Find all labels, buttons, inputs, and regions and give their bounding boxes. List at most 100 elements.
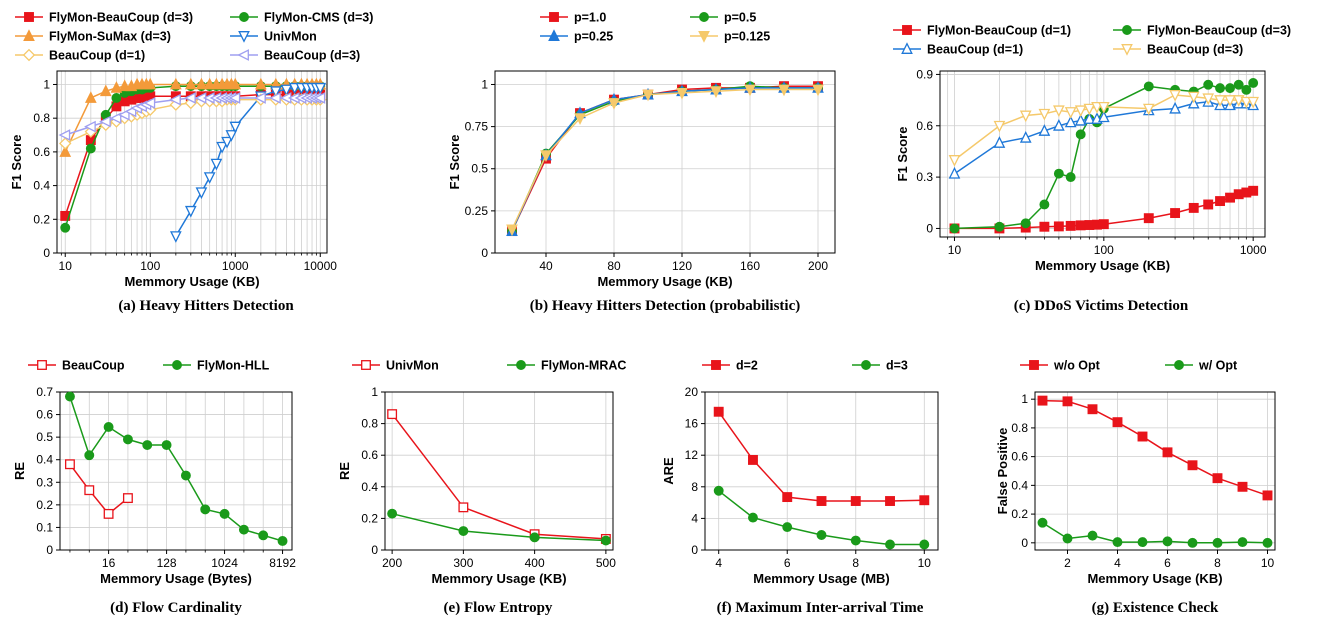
data-point <box>710 86 722 98</box>
data-point <box>1169 90 1181 102</box>
data-point <box>948 155 961 167</box>
legend-label: FlyMon-CMS (d=3) <box>264 11 373 25</box>
data-point <box>1215 83 1225 94</box>
x-tick-label: 100 <box>140 259 160 273</box>
data-point <box>1037 395 1048 406</box>
legend: p=1.0 p=0.5 p=0.25 p=0.125 <box>540 11 770 44</box>
data-point <box>458 502 469 513</box>
y-tick-label: 0.3 <box>36 475 53 489</box>
legend-label: FlyMon-SuMax (d=3) <box>49 30 171 44</box>
chart-panel-c: 10 100 1000 0 0.3 0.6 0.9 Memmory Usage (KB) F1 … <box>893 24 1291 314</box>
data-point <box>540 150 552 163</box>
x-tick-label: 2 <box>1064 556 1071 570</box>
chart-panel-d: 16 128 1024 8192 0 0.1 0.2 0.3 0.4 0.5 0.6 0.7 Memmo… <box>12 359 296 617</box>
legend-marker <box>24 12 34 22</box>
data-point <box>1212 537 1223 548</box>
legend-marker <box>23 29 35 41</box>
data-point <box>111 93 122 103</box>
legend-label: BeauCoup (d=3) <box>1147 43 1243 57</box>
data-point <box>225 130 238 142</box>
data-point <box>850 535 861 546</box>
legend-marker <box>361 360 371 370</box>
legend-marker <box>549 12 559 22</box>
data-point <box>919 539 930 550</box>
data-point <box>221 136 233 149</box>
data-point <box>1241 84 1252 95</box>
y-tick-label: 0 <box>926 221 933 235</box>
data-point <box>778 84 790 97</box>
data-point <box>169 93 181 106</box>
data-point <box>109 112 122 125</box>
data-point <box>180 470 191 481</box>
legend-marker <box>239 12 249 22</box>
y-tick-label: 12 <box>685 448 699 462</box>
data-point <box>885 496 895 506</box>
legend-label: BeauCoup (d=3) <box>264 49 360 63</box>
data-point <box>1053 221 1064 232</box>
x-tick-label: 1000 <box>1240 243 1267 257</box>
x-tick-label: 4 <box>1114 556 1121 570</box>
chart-panel-g: 2 4 6 8 10 0 0.2 0.4 0.6 0.8 1 Memmory Usage (KB) Fa… <box>995 359 1276 616</box>
data-point <box>1225 192 1235 203</box>
plot-frame <box>704 391 939 551</box>
data-point <box>103 508 114 519</box>
data-point <box>949 223 960 234</box>
data-point <box>1137 431 1148 442</box>
x-tick-label: 10000 <box>304 259 338 273</box>
legend-marker <box>548 29 560 41</box>
data-point <box>1098 219 1109 230</box>
data-point <box>184 77 197 90</box>
series-line <box>391 413 606 540</box>
x-axis-label: Memmory Usage (KB) <box>597 274 732 289</box>
data-point <box>84 91 97 103</box>
x-axis-label: Memmory Usage (Bytes) <box>100 571 252 586</box>
data-point <box>1053 119 1065 131</box>
data-point <box>1188 202 1199 213</box>
data-point <box>1162 447 1173 458</box>
series-line <box>175 87 321 237</box>
data-point <box>1053 168 1064 179</box>
data-point <box>816 496 827 506</box>
y-tick-label: 0 <box>46 543 53 557</box>
x-tick-label: 1024 <box>211 556 238 570</box>
data-point <box>314 82 327 95</box>
plot-frame <box>939 70 1266 238</box>
legend-marker <box>172 360 182 370</box>
data-point <box>1212 473 1223 484</box>
x-tick-label: 4 <box>715 556 722 570</box>
y-tick-label: 4 <box>691 511 698 525</box>
series-flymon-beaucoup-d-3 <box>60 89 326 221</box>
data-point <box>254 77 267 90</box>
data-point <box>144 77 157 90</box>
legend: d=2 d=3 <box>702 359 908 373</box>
legend-marker <box>237 49 249 61</box>
data-point <box>216 141 228 154</box>
data-point <box>1038 108 1051 121</box>
series-line <box>511 85 818 232</box>
data-point <box>1020 218 1031 229</box>
data-point <box>229 77 242 90</box>
data-point <box>210 158 223 171</box>
y-tick-label: 0.6 <box>916 119 933 133</box>
series-beaucoup-d-3 <box>58 92 326 141</box>
series-d-2 <box>713 406 930 506</box>
chart-panel-b: 40 80 120 160 200 0 0.25 0.5 0.75 1 Memmory Usage … <box>447 11 836 314</box>
data-point <box>993 120 1006 133</box>
y-axis-label: F1 Score <box>9 135 24 190</box>
legend-label: FlyMon-HLL <box>197 359 270 373</box>
y-tick-label: 0.4 <box>1011 478 1028 492</box>
data-point <box>642 89 654 102</box>
data-point <box>1091 101 1103 114</box>
legend: FlyMon-BeauCoup (d=1) FlyMon-BeauCoup (d=… <box>893 24 1291 57</box>
y-tick-label: 0.4 <box>36 453 53 467</box>
data-point <box>1074 113 1087 126</box>
data-point <box>993 136 1006 148</box>
data-point <box>1237 537 1248 548</box>
data-point <box>1097 110 1110 123</box>
legend-marker <box>1122 25 1132 35</box>
panel-caption: (a) Heavy Hitters Detection <box>118 298 294 314</box>
data-point <box>1019 130 1032 143</box>
legend-marker <box>516 360 526 370</box>
y-tick-label: 1 <box>1021 392 1028 406</box>
data-point <box>782 492 793 503</box>
